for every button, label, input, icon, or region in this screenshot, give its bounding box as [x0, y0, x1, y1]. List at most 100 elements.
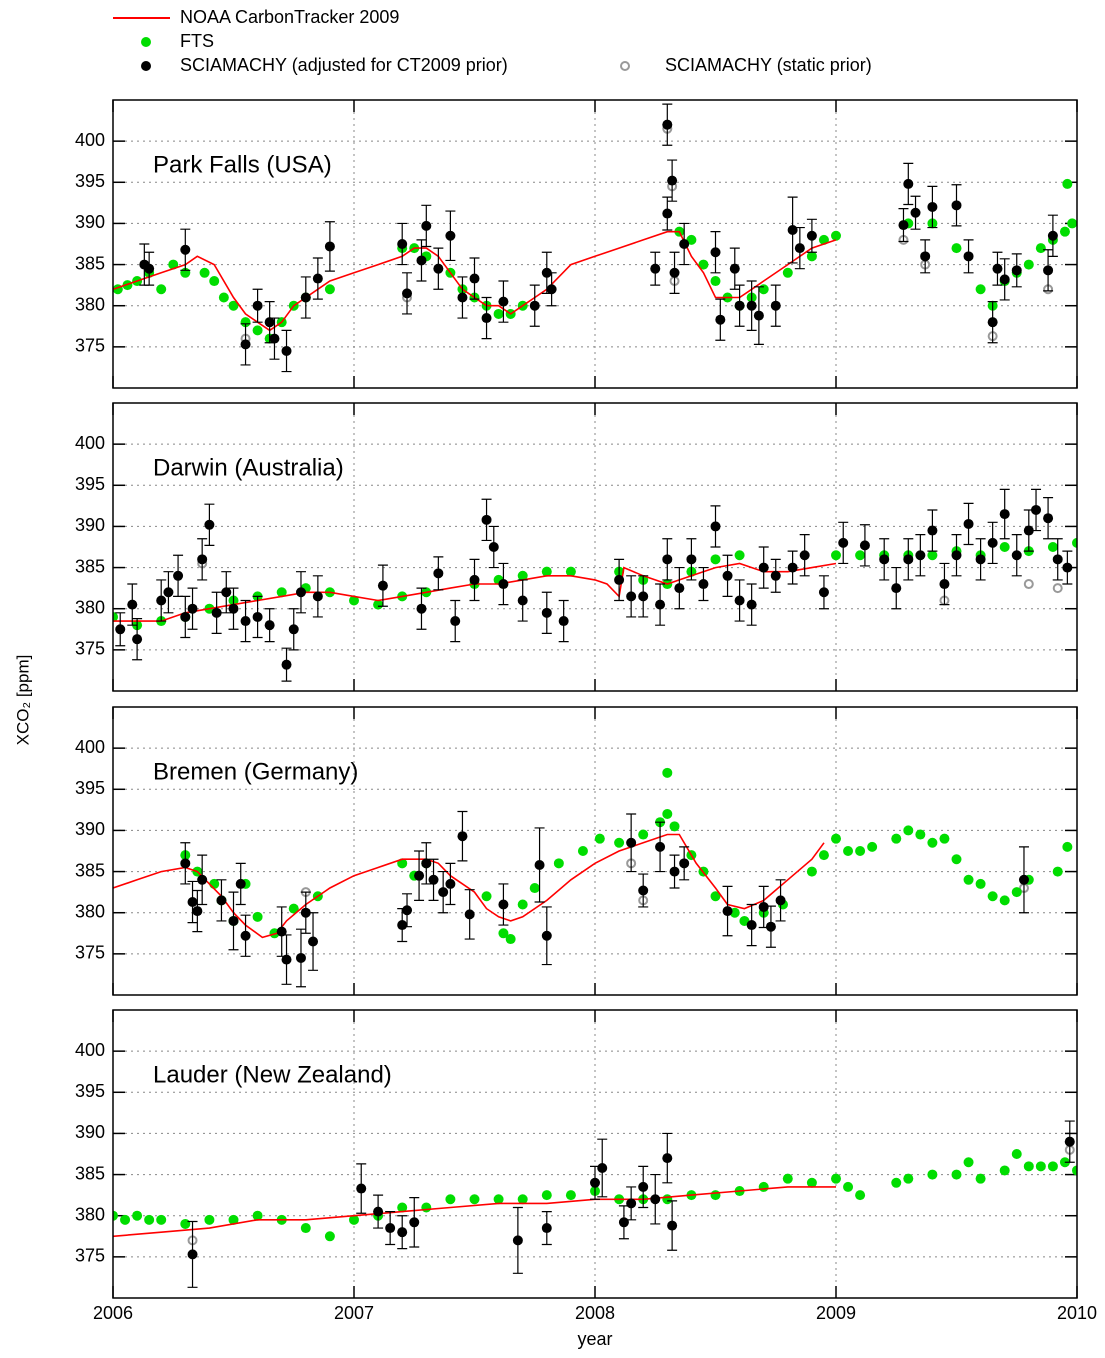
sciamachy-point — [638, 591, 649, 602]
fts-point — [252, 1210, 263, 1221]
sciamachy-point — [187, 897, 198, 908]
fts-point — [156, 1214, 167, 1225]
fts-point — [1035, 243, 1046, 254]
sciamachy-point — [1052, 554, 1063, 565]
panel: 375 380 385 390 395 400 Park Falls (USA) — [75, 99, 1078, 389]
sciamachy-point — [903, 178, 914, 189]
y-tick-label: 395 — [75, 1081, 105, 1101]
fts-point — [758, 1181, 769, 1192]
sciamachy-point — [541, 930, 552, 941]
sciamachy-point — [927, 201, 938, 212]
y-tick-label: 385 — [75, 556, 105, 576]
y-tick-label: 380 — [75, 294, 105, 314]
x-tick-label: 2006 — [93, 1303, 133, 1323]
sciamachy-point — [414, 870, 425, 881]
sciamachy-point — [746, 920, 757, 931]
sciamachy-point — [618, 1217, 629, 1228]
fts-point — [975, 284, 986, 295]
sciamachy-point — [216, 895, 227, 906]
panel: 375 380 385 390 395 400 Bremen (Germany) — [75, 706, 1078, 996]
y-tick-label: 380 — [75, 901, 105, 921]
fts-point — [324, 1231, 335, 1242]
y-tick-label: 375 — [75, 943, 105, 963]
sciamachy-point — [650, 1194, 661, 1205]
panel-title: Darwin (Australia) — [153, 454, 344, 481]
sciamachy-point — [534, 859, 545, 870]
fts-point — [987, 891, 998, 902]
panel: 375 380 385 390 395 400 2006 2007 2008 2009 2010 ye… — [75, 1009, 1097, 1349]
sciamachy-point — [269, 333, 280, 344]
sciamachy-point — [746, 599, 757, 610]
y-tick-label: 385 — [75, 860, 105, 880]
sciamachy-point — [590, 1177, 600, 1188]
y-tick-label: 395 — [75, 778, 105, 798]
panel-title: Park Falls (USA) — [153, 151, 332, 178]
fts-point — [498, 928, 509, 939]
sciamachy-point — [211, 607, 222, 618]
fts-point — [710, 554, 721, 565]
fts-point — [481, 891, 492, 902]
fts-point — [144, 1214, 155, 1225]
sciamachy-point — [903, 554, 914, 565]
fts-point — [209, 878, 220, 889]
sciamachy-point — [626, 591, 637, 602]
legend-label: FTS — [180, 31, 214, 51]
fts-point — [867, 841, 878, 852]
y-tick-label: 390 — [75, 819, 105, 839]
fts-point — [831, 230, 841, 241]
sciamachy-point — [541, 607, 552, 618]
fts-point — [349, 595, 359, 606]
sciamachy-point — [281, 954, 292, 965]
fts-point — [903, 825, 914, 836]
fts-point — [288, 903, 299, 914]
sciamachy-point — [385, 1223, 396, 1234]
sciamachy-point — [910, 207, 921, 218]
sciamachy-point — [498, 296, 509, 307]
sciamachy-point — [416, 603, 427, 614]
sciamachy-point — [438, 887, 449, 898]
sciamachy-point — [300, 292, 311, 303]
sciamachy-point — [1018, 874, 1029, 885]
sciamachy-point — [746, 300, 757, 311]
sciamachy-point — [963, 251, 974, 262]
sciamachy-point — [770, 570, 781, 581]
y-axis-title: XCO₂ [ppm] — [13, 655, 32, 746]
panel-title: Lauder (New Zealand) — [153, 1061, 392, 1088]
sciamachy-point — [402, 905, 413, 916]
sciamachy-point — [806, 230, 817, 241]
sciamachy-point — [488, 542, 499, 552]
fts-point — [710, 891, 721, 902]
fts-point — [276, 587, 287, 598]
sciamachy-point — [1047, 230, 1058, 241]
fts-point — [662, 808, 673, 819]
fts-point — [517, 899, 528, 910]
sciamachy-point — [667, 1220, 678, 1231]
legend-label: SCIAMACHY (adjusted for CT2009 prior) — [180, 55, 508, 75]
sciamachy-point — [163, 587, 174, 598]
fts-point — [999, 542, 1010, 552]
sciamachy-point — [421, 220, 432, 231]
sciamachy-point — [397, 1227, 408, 1238]
sciamachy-point — [546, 284, 557, 295]
fts-point — [975, 878, 986, 889]
plot-frame — [112, 99, 1078, 389]
sciamachy-point — [433, 263, 444, 274]
fts-point — [1011, 887, 1022, 898]
sciamachy-point — [987, 317, 998, 328]
sciamachy-point — [770, 300, 781, 311]
sciamachy-point — [264, 620, 275, 631]
sciamachy-point — [481, 313, 492, 324]
fts-point — [951, 243, 962, 254]
sciamachy-point — [679, 858, 690, 869]
model-line — [113, 1186, 836, 1238]
legend-label: SCIAMACHY (static prior) — [665, 55, 872, 75]
fts-point — [565, 566, 576, 577]
fts-point — [228, 300, 239, 311]
fts-point — [1067, 218, 1077, 229]
sciamachy-point — [481, 514, 492, 525]
fts-point — [218, 292, 229, 303]
sciamachy-point — [775, 895, 786, 906]
fts-point — [1011, 1149, 1022, 1159]
sciamachy-point — [541, 1223, 552, 1234]
sciamachy-point — [818, 587, 829, 598]
